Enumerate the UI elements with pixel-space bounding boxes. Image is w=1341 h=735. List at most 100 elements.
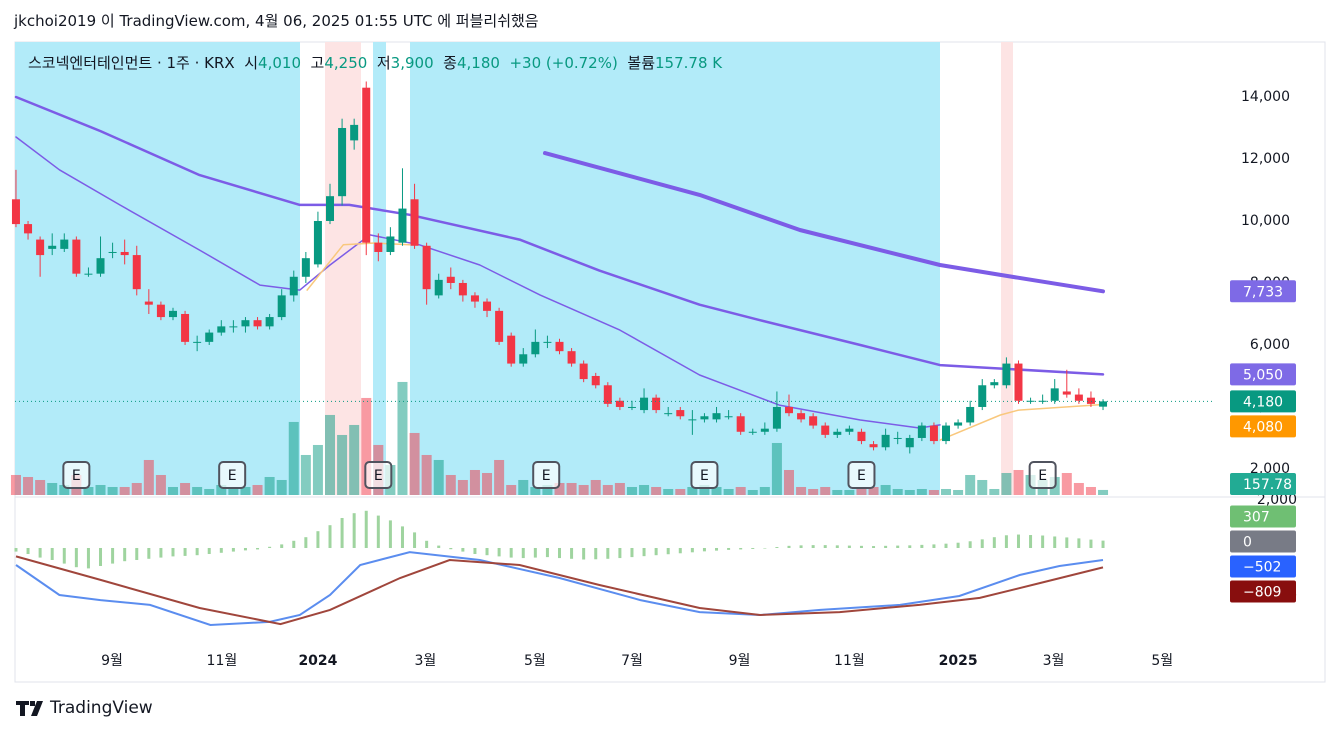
macd-histogram-bar bbox=[304, 537, 308, 548]
candle-body bbox=[24, 224, 33, 234]
volume-bar bbox=[23, 476, 34, 495]
value-box bbox=[1230, 415, 1296, 438]
volume-bar bbox=[482, 472, 493, 495]
candle-body bbox=[567, 351, 576, 364]
value-box-label: 5,050 bbox=[1243, 367, 1283, 383]
macd-histogram-bar bbox=[980, 539, 984, 548]
event-marker bbox=[62, 461, 91, 489]
macd-histogram-bar bbox=[666, 547, 670, 555]
macd-histogram-bar bbox=[400, 526, 404, 548]
volume-bar bbox=[361, 397, 372, 495]
macd-histogram-bar bbox=[787, 545, 791, 548]
open-value: 4,010 bbox=[258, 54, 301, 72]
event-marker bbox=[532, 461, 561, 489]
candle-body bbox=[809, 416, 818, 426]
volume-bar bbox=[506, 484, 517, 495]
value-box-label: 0 bbox=[1243, 535, 1252, 551]
volume-bar bbox=[252, 484, 263, 495]
volume-bar bbox=[494, 459, 505, 495]
volume-bar bbox=[349, 424, 360, 495]
volume-bar bbox=[735, 486, 746, 495]
macd-histogram-bar bbox=[413, 532, 417, 548]
event-marker bbox=[690, 461, 719, 489]
volume-bar bbox=[1013, 469, 1024, 495]
volume-bar bbox=[59, 484, 70, 495]
volume-bar bbox=[397, 381, 408, 495]
macd-histogram-bar bbox=[280, 544, 284, 548]
value-box-label: 307 bbox=[1243, 510, 1270, 526]
volume-bar bbox=[107, 486, 118, 495]
moving-average-line bbox=[15, 136, 941, 429]
candle-body bbox=[144, 301, 153, 305]
macd-histogram-bar bbox=[775, 547, 779, 548]
change: +30 (+0.72%) bbox=[509, 54, 618, 72]
macd-histogram-bar bbox=[256, 547, 260, 550]
candle-body bbox=[48, 245, 57, 249]
macd-histogram-bar bbox=[195, 547, 199, 556]
volume-bar bbox=[240, 486, 251, 495]
macd-histogram-bar bbox=[376, 515, 380, 548]
macd-histogram-bar bbox=[26, 547, 30, 554]
volume-bar bbox=[143, 459, 154, 495]
volume-bar bbox=[530, 486, 541, 495]
event-label: E bbox=[72, 468, 81, 484]
macd-histogram-bar bbox=[533, 547, 537, 558]
macd-histogram-bar bbox=[811, 545, 815, 548]
value-box bbox=[1230, 390, 1296, 413]
volume-value: 157.78 K bbox=[655, 54, 723, 72]
candle-body bbox=[615, 400, 624, 407]
volume-bar bbox=[95, 484, 106, 495]
volume-bar bbox=[965, 474, 976, 495]
volume-bar bbox=[771, 442, 782, 495]
volume-bar bbox=[759, 486, 770, 495]
candle-body bbox=[905, 437, 914, 448]
macd-histogram-bar bbox=[425, 540, 429, 548]
candle-body bbox=[603, 385, 612, 404]
candle-body bbox=[434, 279, 443, 296]
candle-body bbox=[784, 406, 793, 414]
candle-body bbox=[954, 422, 963, 426]
volume-bar bbox=[180, 482, 191, 495]
volume-bar bbox=[216, 484, 227, 495]
macd-histogram-bar bbox=[219, 547, 223, 553]
candle-body bbox=[978, 385, 987, 407]
volume-bar bbox=[651, 486, 662, 495]
volume-bar bbox=[421, 454, 432, 495]
moving-average-line bbox=[543, 151, 1105, 294]
volume-bar bbox=[337, 434, 348, 495]
candle-body bbox=[446, 276, 455, 283]
macd-histogram-bar bbox=[956, 542, 960, 548]
macd-line bbox=[15, 551, 1104, 627]
macd-histogram-bar bbox=[461, 547, 465, 552]
value-box bbox=[1230, 555, 1296, 578]
x-tick-label: 2024 bbox=[298, 653, 337, 669]
candle-body bbox=[386, 236, 395, 252]
volume-bar bbox=[10, 474, 21, 495]
candle-body bbox=[1038, 400, 1047, 402]
event-label: E bbox=[374, 468, 383, 484]
macd-histogram-bar bbox=[618, 547, 622, 559]
volume-bar bbox=[953, 489, 964, 495]
volume-bar bbox=[578, 484, 589, 495]
candle-body bbox=[338, 127, 347, 197]
x-tick-label: 5월 bbox=[524, 653, 546, 669]
volume-bar bbox=[1001, 472, 1012, 495]
candle-body bbox=[36, 239, 45, 256]
volume-bar bbox=[928, 489, 939, 495]
candle-body bbox=[640, 397, 649, 411]
macd-histogram-bar bbox=[497, 547, 501, 557]
event-label: E bbox=[857, 468, 866, 484]
volume-bar bbox=[977, 479, 988, 495]
value-box bbox=[1230, 363, 1296, 386]
volume-bar bbox=[566, 482, 577, 495]
candle-body bbox=[748, 431, 757, 433]
highlight-band bbox=[1001, 42, 1013, 495]
volume-bar bbox=[1098, 489, 1109, 495]
candle-body bbox=[869, 444, 878, 448]
value-box-label: 157.78 K bbox=[1243, 477, 1306, 493]
event-label: E bbox=[1038, 468, 1047, 484]
event-marker bbox=[364, 461, 393, 489]
macd-histogram-bar bbox=[799, 545, 803, 548]
volume-bar bbox=[856, 488, 867, 495]
